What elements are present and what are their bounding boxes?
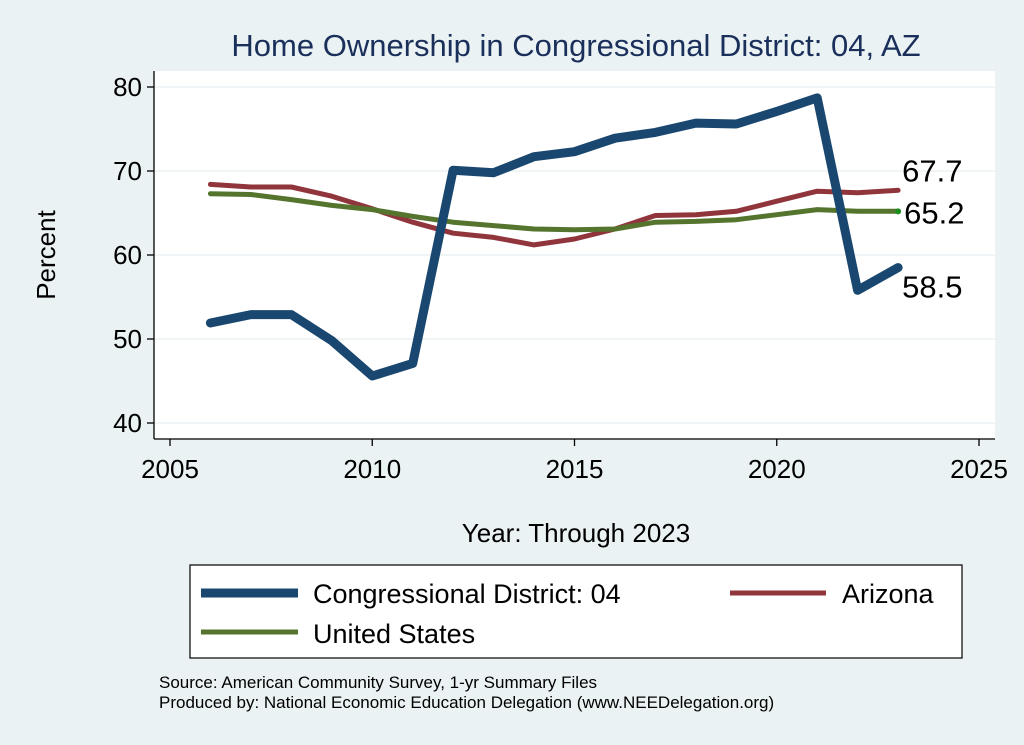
legend-box — [189, 564, 963, 659]
y-tick-labels: 40 50 60 70 80 — [113, 72, 142, 438]
producer-note: Produced by: National Economic Education… — [159, 693, 774, 712]
chart-title: Home Ownership in Congressional District… — [231, 28, 920, 63]
x-tick-label-2005: 2005 — [141, 454, 199, 484]
end-label-united-states: 65.2 — [904, 195, 964, 230]
source-note: Source: American Community Survey, 1-yr … — [159, 673, 597, 692]
x-tick-label-2010: 2010 — [343, 454, 401, 484]
legend-label-arizona: Arizona — [842, 579, 935, 609]
end-label-district: 58.5 — [902, 270, 962, 305]
legend-label-united-states: United States — [313, 619, 475, 649]
y-tick-label-60: 60 — [113, 240, 142, 270]
series-line-arizona — [207, 181, 901, 248]
y-tick-label-40: 40 — [113, 408, 142, 438]
end-point-united-states — [895, 208, 902, 215]
x-tick-label-2020: 2020 — [748, 454, 806, 484]
y-tick-label-80: 80 — [113, 72, 142, 102]
legend-label-district: Congressional District: 04 — [313, 579, 621, 609]
x-axis-title: Year: Through 2023 — [462, 518, 690, 548]
x-tick-labels: 2005 2010 2015 2020 2025 — [141, 454, 1008, 484]
y-tick-label-50: 50 — [113, 324, 142, 354]
series-line-district — [205, 93, 903, 381]
end-labels: 58.5 67.7 65.2 — [902, 153, 964, 304]
y-axis-title: Percent — [31, 209, 61, 299]
legend: Congressional District: 04 Arizona Unite… — [189, 564, 963, 659]
axes — [147, 71, 995, 446]
series-lines — [205, 93, 903, 381]
gridlines — [155, 86, 995, 424]
x-tick-label-2015: 2015 — [546, 454, 604, 484]
y-tick-label-70: 70 — [113, 156, 142, 186]
series-line-united-states — [207, 191, 901, 233]
end-label-arizona: 67.7 — [902, 153, 962, 188]
x-tick-label-2025: 2025 — [950, 454, 1008, 484]
